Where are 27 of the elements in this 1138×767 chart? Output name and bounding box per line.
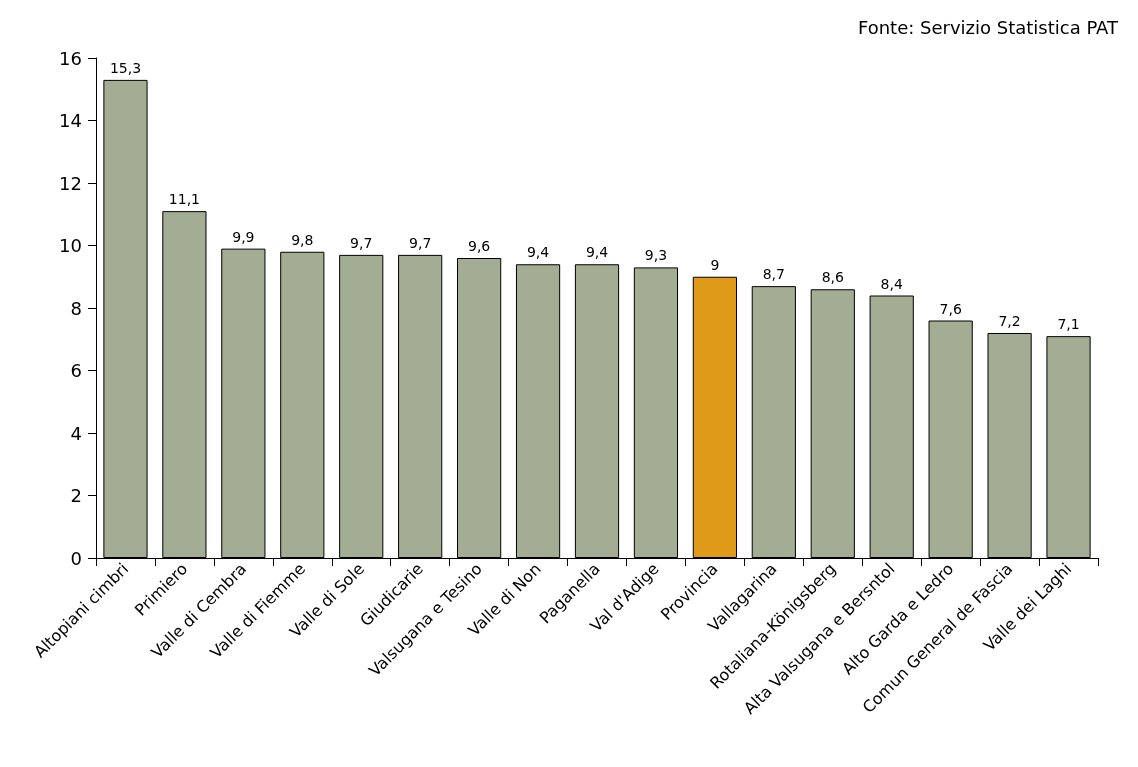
y-tick-label: 6	[70, 360, 82, 381]
data-label: 7,6	[939, 300, 962, 317]
data-label: 8,6	[821, 269, 844, 286]
data-label: 7,1	[1057, 316, 1080, 333]
data-label: 9,3	[644, 247, 668, 264]
data-label: 11,1	[168, 191, 200, 208]
y-tick-label: 16	[59, 47, 82, 69]
y-tick-label: 8	[70, 297, 82, 319]
data-label: 8,7	[762, 266, 785, 283]
y-tick-label: 0	[70, 547, 82, 569]
data-label: 9,4	[585, 244, 609, 261]
y-tick-label: 4	[70, 422, 82, 444]
data-label: 9,8	[291, 231, 314, 248]
data-label: 9,7	[409, 234, 432, 251]
data-label: 7,2	[998, 313, 1021, 329]
y-tick-label: 2	[70, 485, 82, 506]
y-tick-label: 12	[59, 172, 82, 194]
data-label: 8,4	[880, 275, 903, 292]
data-label: 15,3	[109, 59, 142, 76]
source-note: Fonte: Servizio Statistica PAT	[857, 16, 1119, 38]
y-tick-label: 14	[59, 110, 82, 131]
data-label: 9,7	[350, 234, 373, 251]
y-tick-label: 10	[59, 235, 82, 256]
data-label: 9,4	[526, 244, 550, 261]
data-label: 9,6	[467, 238, 491, 254]
data-label: 9	[710, 256, 720, 273]
data-label: 9,9	[232, 228, 255, 245]
